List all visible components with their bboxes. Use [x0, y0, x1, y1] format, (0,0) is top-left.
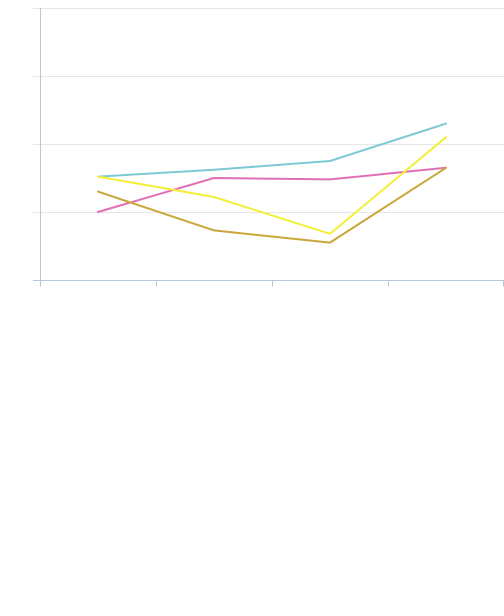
series-line-1: [97, 122, 447, 178]
gridlines: [33, 8, 504, 213]
series-line-2: [97, 166, 447, 213]
series-line-3: [97, 136, 447, 235]
series-lines: [97, 122, 447, 244]
series-line-4: [97, 166, 447, 244]
